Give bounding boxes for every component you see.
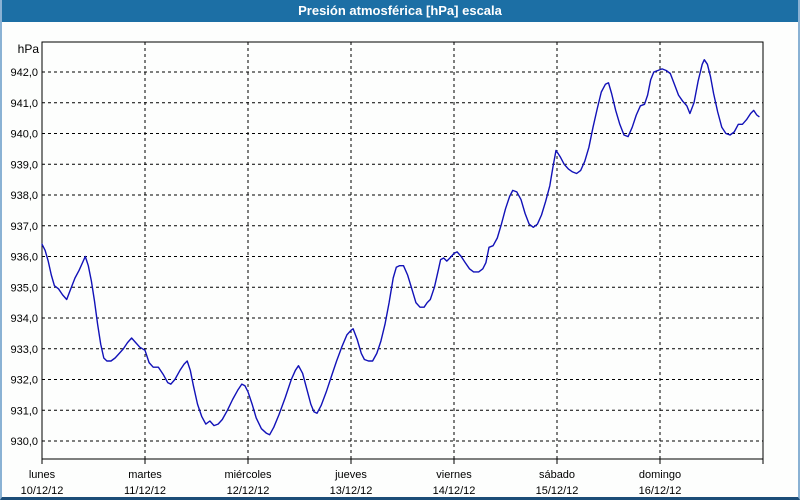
x-axis-date-label: 12/12/12 — [227, 485, 270, 497]
y-axis-tick-label: 930,0 — [10, 436, 38, 448]
y-axis-tick-label: 941,0 — [10, 98, 38, 110]
x-axis-date-label: 13/12/12 — [330, 485, 373, 497]
window-title: Presión atmosférica [hPa] escala — [298, 3, 502, 18]
y-axis-tick-label: 935,0 — [10, 282, 38, 294]
x-axis-date-label: 16/12/12 — [639, 485, 682, 497]
y-axis-tick-label: 938,0 — [10, 190, 38, 202]
pressure-line — [41, 59, 760, 436]
title-bar: Presión atmosférica [hPa] escala — [2, 0, 798, 22]
x-axis-day-label: viernes — [436, 469, 472, 481]
y-axis-tick-label: 932,0 — [10, 375, 38, 387]
x-axis-day-label: jueves — [334, 469, 367, 481]
y-axis-tick-label: 939,0 — [10, 159, 38, 171]
x-axis-day-label: domingo — [639, 469, 681, 481]
plot-frame — [41, 41, 764, 460]
y-axis-tick-label: 934,0 — [10, 313, 38, 325]
x-axis-date-label: 15/12/12 — [536, 485, 579, 497]
y-axis-tick-label: 936,0 — [10, 252, 38, 264]
x-axis-day-label: martes — [128, 469, 162, 481]
y-axis-tick-label: 933,0 — [10, 344, 38, 356]
chart-canvas: 942,0 941,0 940,0 939,0 938,0 937,0 936,0 935,0… — [10, 41, 764, 497]
x-axis-date-label: 10/12/12 — [21, 485, 64, 497]
y-axis-tick-label: 940,0 — [10, 129, 38, 141]
x-axis-day-label: miércoles — [224, 469, 272, 481]
x-axis-date-label: 11/12/12 — [124, 485, 166, 497]
y-axis-tick-label: 937,0 — [10, 221, 38, 233]
y-axis-tick-label: 942,0 — [10, 67, 38, 79]
y-axis-unit-label: hPa — [18, 42, 40, 56]
x-axis-day-label: lunes — [29, 469, 56, 481]
x-axis-day-label: sábado — [539, 469, 575, 481]
y-axis-tick-label: 931,0 — [10, 405, 38, 417]
x-axis-date-label: 14/12/12 — [433, 485, 476, 497]
